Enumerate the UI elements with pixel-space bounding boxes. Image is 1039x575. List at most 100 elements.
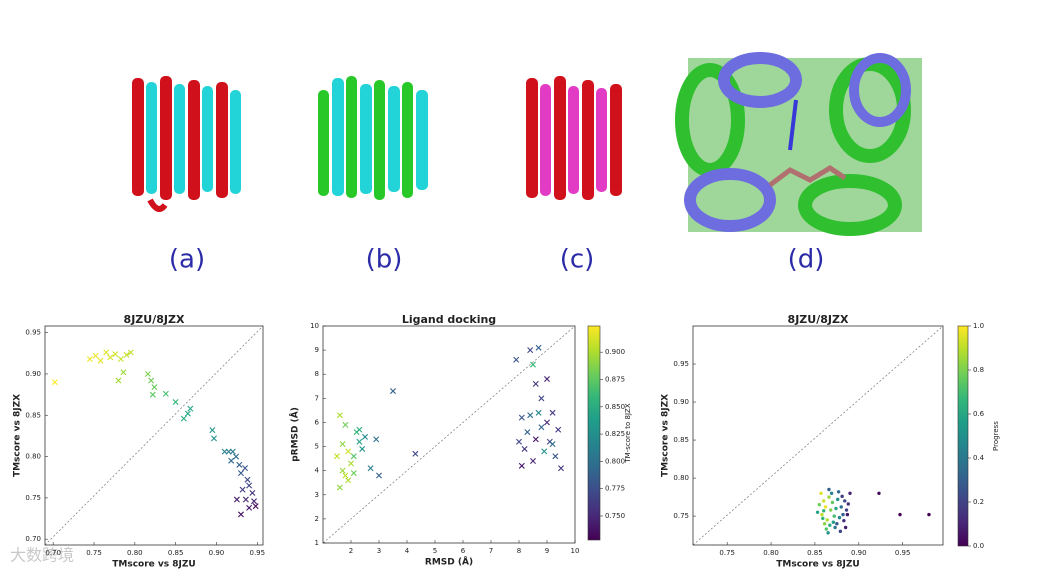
point — [558, 465, 564, 472]
point — [342, 472, 349, 479]
point — [362, 433, 368, 440]
y-tick-label: 3 — [315, 491, 319, 499]
point — [144, 370, 151, 377]
y-tick-label: 9 — [315, 346, 319, 354]
point — [356, 426, 363, 433]
colorbar-tick-label: 0.825 — [605, 430, 625, 438]
point — [830, 500, 835, 505]
point — [237, 511, 244, 518]
y-tick-label: 6 — [315, 418, 320, 426]
point — [541, 448, 548, 455]
y-tick-label: 8 — [315, 370, 319, 378]
x-tick-label: 0.80 — [763, 549, 779, 557]
point — [538, 424, 545, 431]
point — [843, 525, 848, 530]
helix — [718, 52, 802, 108]
panel-label: (b) — [366, 245, 403, 275]
point — [345, 477, 352, 484]
point — [246, 482, 253, 489]
point — [348, 460, 354, 467]
x-tick-label: 0.95 — [249, 549, 265, 557]
x-tick-label: 5 — [433, 547, 437, 555]
x-tick-label: 0.75 — [86, 549, 102, 557]
x-tick-label: 10 — [571, 547, 580, 555]
colorbar-tick-label: 0.800 — [605, 457, 625, 465]
point — [239, 486, 246, 493]
y-tick-label: 0.80 — [673, 474, 689, 482]
helix — [388, 86, 400, 192]
point — [822, 522, 827, 526]
point — [246, 504, 253, 511]
axes-frame — [692, 325, 944, 546]
x-axis-label: RMSD (Å) — [425, 557, 473, 568]
panel-label: (a) — [169, 245, 205, 275]
x-tick-label: 0.85 — [168, 549, 184, 557]
helix — [146, 82, 157, 194]
helix — [132, 78, 144, 196]
point — [242, 465, 249, 472]
x-tick-label: 0.90 — [851, 549, 867, 557]
helix — [798, 174, 902, 236]
y-axis-label: pRMSD (Å) — [290, 407, 301, 462]
colorbar-tick-label: 0.2 — [973, 498, 984, 506]
chart-title: 8JZU/8JZX — [124, 313, 185, 326]
loop — [147, 198, 168, 212]
point — [828, 523, 832, 527]
y-tick-label: 5 — [315, 443, 319, 451]
point — [518, 462, 525, 469]
point — [345, 448, 352, 455]
point — [829, 491, 834, 495]
point — [877, 491, 881, 495]
colorbar-tick-label: 0.850 — [605, 403, 625, 411]
y-tick-label: 1 — [315, 539, 319, 547]
point — [229, 448, 236, 455]
point — [840, 494, 844, 499]
point — [513, 356, 520, 363]
axes-frame — [44, 325, 264, 546]
y-tick-label: 0.90 — [673, 398, 689, 406]
point — [342, 421, 349, 428]
point — [376, 472, 382, 479]
point — [549, 441, 556, 448]
point — [236, 461, 243, 468]
point — [824, 527, 829, 531]
diagonal — [692, 325, 944, 546]
point — [823, 505, 828, 509]
point — [822, 509, 826, 513]
point — [836, 490, 841, 494]
point — [845, 512, 850, 517]
point — [339, 467, 346, 474]
point — [412, 450, 419, 457]
helix — [188, 80, 200, 200]
ligand — [788, 99, 798, 151]
point — [535, 409, 542, 416]
y-axis-label: TMscore vs 8JZX — [13, 394, 23, 477]
ligand — [768, 165, 847, 187]
point — [233, 496, 240, 503]
y-tick-label: 0.75 — [673, 512, 689, 520]
watermark: 大数跨境 — [10, 546, 74, 565]
point — [359, 445, 366, 452]
y-tick-label: 0.95 — [25, 329, 41, 337]
point — [86, 356, 93, 363]
point — [826, 531, 830, 535]
point — [825, 518, 829, 522]
helix — [216, 82, 228, 198]
point — [103, 349, 110, 356]
protein-c — [526, 76, 622, 200]
point — [115, 377, 122, 384]
y-tick-label: 10 — [310, 322, 319, 330]
x-tick-label: 4 — [405, 547, 410, 555]
x-tick-label: 0.70 — [45, 549, 61, 557]
point — [524, 429, 531, 436]
point — [821, 516, 825, 521]
point — [820, 512, 824, 517]
point — [367, 465, 374, 472]
point — [237, 470, 244, 477]
y-tick-label: 0.85 — [25, 411, 41, 419]
point — [336, 412, 343, 419]
x-tick-label: 2 — [349, 547, 353, 555]
x-tick-label: 0.75 — [719, 549, 735, 557]
x-axis-label: TMscore vs 8JZU — [112, 560, 195, 570]
point — [51, 379, 58, 386]
